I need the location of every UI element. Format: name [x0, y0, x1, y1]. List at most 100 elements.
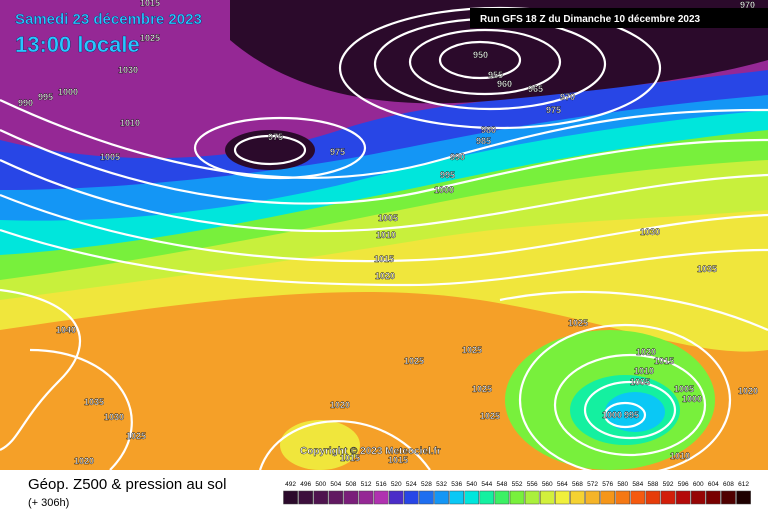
- scale-label: 524: [406, 481, 417, 488]
- scale-swatch: [524, 490, 540, 505]
- scale-label: 592: [663, 481, 674, 488]
- forecast-time: 13:00 locale: [15, 32, 140, 57]
- isobar-label: 1005: [378, 213, 398, 223]
- scale-label: 544: [481, 481, 492, 488]
- scale-swatch: [449, 490, 464, 505]
- scale-swatch: [736, 490, 751, 505]
- isobar-label: 960: [497, 79, 512, 89]
- scale-swatch: [645, 490, 661, 505]
- isobar-label: 1030: [104, 412, 124, 422]
- scale-label: 608: [723, 481, 734, 488]
- scale-swatch: [283, 490, 298, 505]
- scale-label: 516: [376, 481, 387, 488]
- isobar-label: 1030: [118, 65, 138, 75]
- scale-label: 536: [451, 481, 462, 488]
- scale-swatch: [313, 490, 329, 505]
- scale-swatch: [373, 490, 389, 505]
- scale-swatch: [479, 490, 495, 505]
- scale-label: 564: [557, 481, 568, 488]
- isobar-label: 1025: [568, 318, 588, 328]
- scale-swatch: [328, 490, 344, 505]
- isobar-label: 995: [624, 410, 639, 420]
- scale-label: 512: [361, 481, 372, 488]
- scale-swatch: [600, 490, 615, 505]
- scale-label: 584: [632, 481, 643, 488]
- scale-swatch: [509, 490, 525, 505]
- isobar-label: 1005: [100, 152, 120, 162]
- scale-swatch: [660, 490, 676, 505]
- isobar-label: 1010: [120, 118, 140, 128]
- scale-label: 492: [285, 481, 296, 488]
- scale-label: 540: [466, 481, 477, 488]
- isobar-label: 1010: [634, 366, 654, 376]
- isobar-label: 1025: [472, 384, 492, 394]
- scale-label: 568: [572, 481, 583, 488]
- scale-swatch: [675, 490, 691, 505]
- scale-swatch: [555, 490, 570, 505]
- isobar-labels: 1015102510301000995990101010059759759509…: [18, 0, 758, 466]
- scale-swatch: [630, 490, 646, 505]
- isobar-label: 1000: [682, 394, 702, 404]
- isobar-label: 995: [440, 170, 455, 180]
- scale-label: 552: [512, 481, 523, 488]
- scale-swatch: [585, 490, 600, 505]
- isobar-label: 1000: [434, 185, 454, 195]
- scale-swatch: [494, 490, 510, 505]
- scale-label: 612: [738, 481, 749, 488]
- scale-swatch: [539, 490, 555, 505]
- isobar-label: 970: [560, 92, 575, 102]
- isobar-label: 1035: [697, 264, 717, 274]
- scale-label: 548: [497, 481, 508, 488]
- isobar-label: 955: [488, 70, 503, 80]
- scale-label: 596: [678, 481, 689, 488]
- isobar-label: 990: [18, 98, 33, 108]
- isobar-label: 1020: [74, 456, 94, 466]
- isobar-label: 1010: [670, 451, 690, 461]
- isobar-label: 1025: [462, 345, 482, 355]
- isobar-label: 1010: [376, 230, 396, 240]
- isobar-label: 1020: [330, 400, 350, 410]
- scale-swatch: [419, 490, 434, 505]
- isobar-label: 995: [38, 92, 53, 102]
- isobar-label: 980: [481, 125, 496, 135]
- scale-label: 580: [617, 481, 628, 488]
- isobar-label: 1015: [388, 455, 408, 465]
- isobar-label: 1000: [602, 410, 622, 420]
- isobar-label: 1025: [140, 33, 160, 43]
- isobar-label: 1015: [140, 0, 160, 8]
- run-info: Run GFS 18 Z du Dimanche 10 décembre 202…: [480, 14, 701, 25]
- scale-swatch: [298, 490, 313, 505]
- scale-swatch: [464, 490, 480, 505]
- isobar-label: 1005: [674, 384, 694, 394]
- isobar-label: 1000: [58, 87, 78, 97]
- scale-swatch: [404, 490, 419, 505]
- isobar-label: 1025: [404, 356, 424, 366]
- scale-label: 528: [421, 481, 432, 488]
- forecast-date: Samedi 23 décembre 2023: [15, 11, 202, 28]
- scale-label: 520: [391, 481, 402, 488]
- copyright: Copyright © 2023 Meteociel.fr: [300, 446, 441, 457]
- isobar-label: 1035: [84, 397, 104, 407]
- scale-swatch: [358, 490, 374, 505]
- scale-swatch: [434, 490, 449, 505]
- scale-swatch: [570, 490, 585, 505]
- scale-swatch: [690, 490, 706, 505]
- isobar-label: 1025: [126, 431, 146, 441]
- scale-swatch: [615, 490, 631, 505]
- scale-swatch: [721, 490, 736, 505]
- scale-label: 532: [436, 481, 447, 488]
- scale-swatch: [343, 490, 359, 505]
- isobar-label: 1015: [374, 254, 394, 264]
- isobar-label: 975: [268, 132, 283, 142]
- isobar-label: 1025: [480, 411, 500, 421]
- scale-label: 504: [330, 481, 341, 488]
- scale-swatch: [388, 490, 404, 505]
- isobar-label: 1015: [654, 356, 674, 366]
- scale-label: 604: [708, 481, 719, 488]
- scale-label: 600: [693, 481, 704, 488]
- scale-label: 576: [602, 481, 613, 488]
- scale-label: 556: [527, 481, 538, 488]
- isobar-label: 1040: [56, 325, 76, 335]
- scale-swatch: [706, 490, 721, 505]
